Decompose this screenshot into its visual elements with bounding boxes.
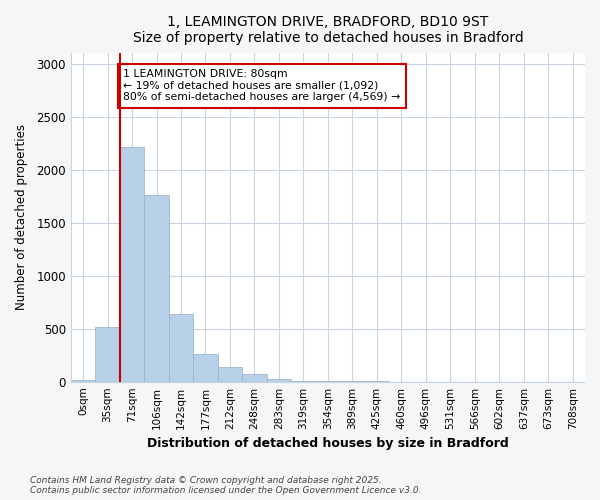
Bar — [291, 380, 316, 382]
Bar — [144, 196, 169, 382]
Bar — [95, 327, 120, 382]
Bar — [316, 381, 340, 382]
Bar — [266, 378, 291, 382]
Bar — [193, 354, 218, 382]
Text: 1 LEAMINGTON DRIVE: 80sqm
← 19% of detached houses are smaller (1,092)
80% of se: 1 LEAMINGTON DRIVE: 80sqm ← 19% of detac… — [124, 69, 401, 102]
Bar — [218, 367, 242, 382]
Title: 1, LEAMINGTON DRIVE, BRADFORD, BD10 9ST
Size of property relative to detached ho: 1, LEAMINGTON DRIVE, BRADFORD, BD10 9ST … — [133, 15, 523, 45]
Bar — [242, 374, 266, 382]
Y-axis label: Number of detached properties: Number of detached properties — [15, 124, 28, 310]
Text: Contains HM Land Registry data © Crown copyright and database right 2025.
Contai: Contains HM Land Registry data © Crown c… — [30, 476, 421, 495]
X-axis label: Distribution of detached houses by size in Bradford: Distribution of detached houses by size … — [147, 437, 509, 450]
Bar — [71, 380, 95, 382]
Bar — [120, 146, 144, 382]
Bar — [169, 314, 193, 382]
